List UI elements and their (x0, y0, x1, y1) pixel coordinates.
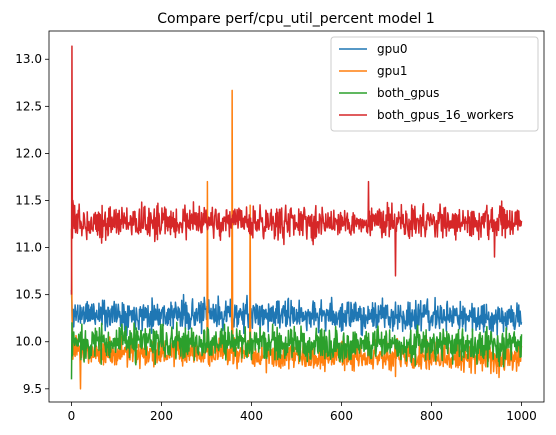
legend: gpu0 gpu1 both_gpus both_gpus_16_workers (330, 36, 539, 132)
series-line-both-gpus-16-workers (70, 45, 523, 295)
y-tick-label: 11.0 (15, 241, 42, 255)
x-tick-label: 400 (240, 409, 263, 423)
x-tick-label: 1000 (506, 409, 537, 423)
x-tick-label: 200 (150, 409, 173, 423)
y-tick-label: 10.0 (15, 335, 42, 349)
legend-label: gpu1 (377, 64, 407, 78)
x-tick-label: 600 (330, 409, 353, 423)
y-tick-label: 12.5 (15, 99, 42, 113)
x-tick-label: 800 (420, 409, 443, 423)
y-tick-label: 10.5 (15, 288, 42, 302)
series-line-both-gpus (70, 321, 523, 380)
series-line-gpu0 (70, 289, 523, 338)
legend-label: both_gpus (377, 86, 439, 100)
y-tick-label: 12.0 (15, 146, 42, 160)
legend-label: gpu0 (377, 42, 407, 56)
x-tick-label: 0 (68, 409, 76, 423)
series-layer (70, 45, 523, 390)
y-tick-label: 11.5 (15, 193, 42, 207)
x-axis: 0 200 400 600 800 1000 (68, 402, 537, 423)
y-axis: 9.5 10.0 10.5 11.0 11.5 12.0 12.5 13.0 (15, 52, 49, 396)
y-tick-label: 9.5 (23, 382, 42, 396)
legend-label: both_gpus_16_workers (377, 108, 514, 122)
y-tick-label: 13.0 (15, 52, 42, 66)
plot-frame (48, 30, 545, 403)
series-line-gpu1 (70, 89, 523, 390)
chart-title: Compare perf/cpu_util_percent model 1 (157, 11, 434, 27)
legend-box (330, 36, 539, 132)
